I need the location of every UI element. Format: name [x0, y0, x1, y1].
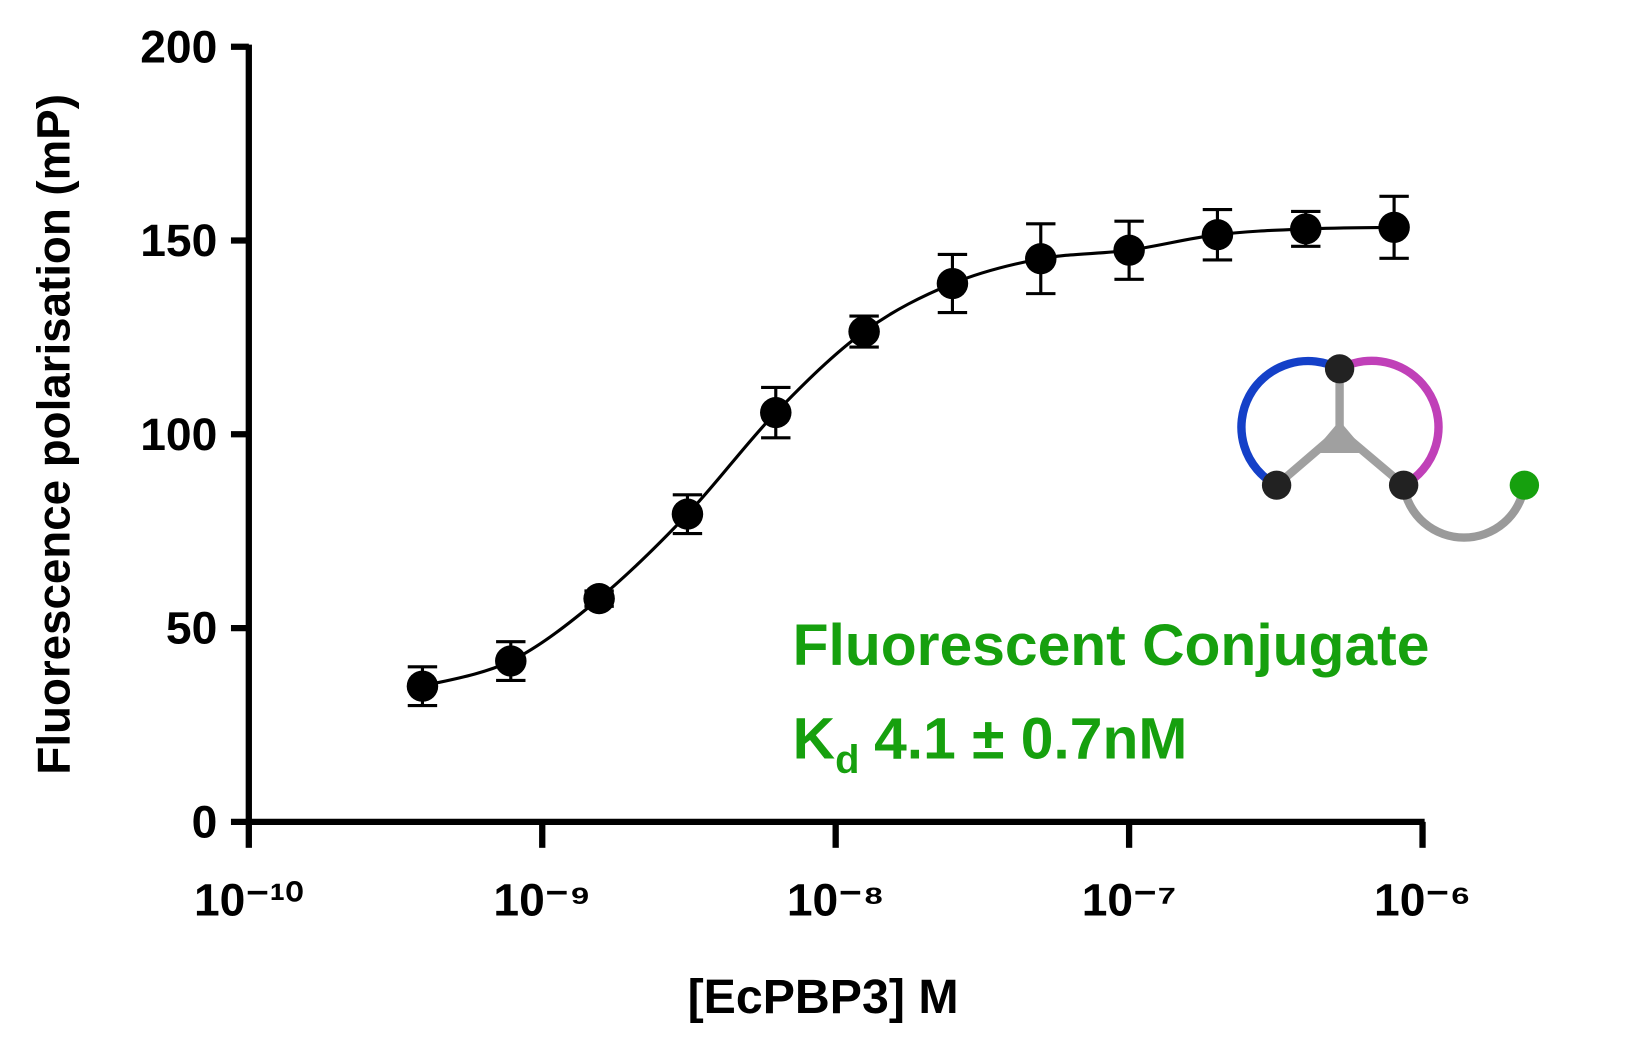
data-point [1201, 219, 1234, 251]
data-point [495, 645, 527, 677]
y-tick-label: 0 [192, 796, 218, 848]
core [1312, 420, 1367, 454]
data-point [671, 498, 704, 530]
kd-value: 4.1 ± 0.7nM [874, 707, 1187, 772]
y-tick-label: 100 [140, 408, 217, 460]
data-point [760, 397, 792, 429]
data-point [1290, 213, 1322, 245]
magenta-arc [1337, 356, 1443, 489]
x-tick-label: 10⁻⁶ [1374, 874, 1471, 926]
data-point [406, 670, 439, 702]
data-point [848, 316, 880, 348]
y-tick-label: 50 [166, 602, 217, 654]
gray-arc [1399, 484, 1529, 542]
x-axis-title: [EcPBP3] M [688, 971, 959, 1024]
molecule-icon [1237, 354, 1540, 542]
node [1261, 470, 1292, 500]
y-tick-label: 200 [140, 21, 217, 73]
x-tick-label: 10⁻⁷ [1082, 874, 1177, 926]
x-tick-label: 10⁻¹⁰ [194, 874, 304, 926]
blue-arc [1237, 356, 1342, 489]
y-axis-title: Fluorescence polarisation (mP) [27, 94, 79, 775]
node [1324, 354, 1355, 384]
data-point [1378, 211, 1410, 243]
x-tick-label: 10⁻⁹ [493, 874, 591, 926]
data-point [1025, 243, 1057, 275]
y-tick-label: 150 [140, 214, 217, 266]
annotation-title: Fluorescent Conjugate [793, 613, 1430, 678]
x-tick-label: 10⁻⁸ [787, 874, 885, 926]
kd-subscript: d [835, 738, 859, 782]
kd-symbol: K [793, 707, 835, 772]
node [1388, 470, 1419, 500]
kd-annotation: Kd 4.1 ± 0.7nM [793, 707, 1188, 782]
data-point [1113, 234, 1145, 266]
data-point [583, 583, 615, 615]
fluorophore [1509, 470, 1540, 500]
data-point [936, 267, 969, 300]
